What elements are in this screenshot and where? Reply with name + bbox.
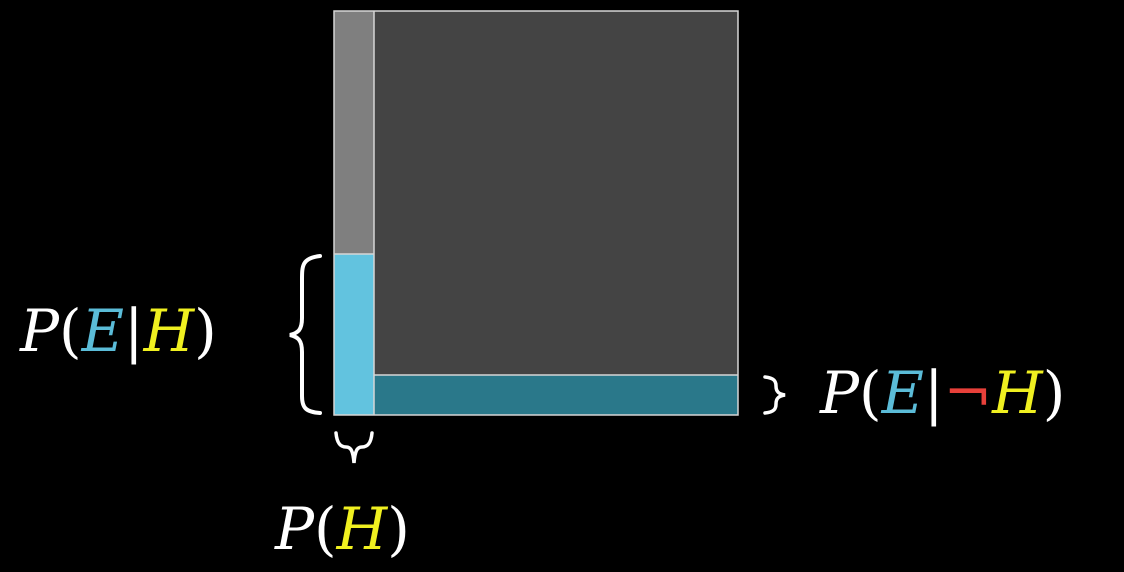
not-h-area-evidence bbox=[374, 375, 738, 415]
not-h-area-no-evidence bbox=[374, 11, 738, 375]
p-symbol: P bbox=[20, 297, 60, 365]
close-paren: ) bbox=[194, 297, 217, 365]
left-brace bbox=[289, 254, 322, 415]
given-bar: | bbox=[124, 297, 144, 365]
p-e-given-h-label: P(E|H) bbox=[20, 302, 217, 360]
h-column-evidence bbox=[334, 254, 374, 415]
p-h-label: P(H) bbox=[275, 500, 410, 558]
p-symbol: P bbox=[820, 359, 860, 427]
p-symbol: P bbox=[275, 495, 315, 563]
bottom-brace bbox=[334, 431, 374, 464]
negation-symbol: ¬ bbox=[943, 359, 993, 427]
evidence-symbol: E bbox=[881, 359, 925, 427]
evidence-symbol: E bbox=[81, 297, 125, 365]
hypothesis-symbol: H bbox=[992, 359, 1043, 427]
given-bar: | bbox=[924, 359, 944, 427]
square-outline bbox=[333, 10, 739, 416]
right-brace bbox=[763, 375, 786, 415]
open-paren: ( bbox=[859, 359, 882, 427]
hypothesis-symbol: H bbox=[143, 297, 195, 365]
p-e-given-not-h-label: P(E|¬H) bbox=[820, 364, 1065, 422]
open-paren: ( bbox=[59, 297, 82, 365]
hypothesis-symbol: H bbox=[336, 495, 388, 563]
h-column-no-evidence bbox=[334, 11, 374, 254]
close-paren: ) bbox=[387, 495, 410, 563]
close-paren: ) bbox=[1042, 359, 1066, 427]
open-paren: ( bbox=[314, 495, 337, 563]
